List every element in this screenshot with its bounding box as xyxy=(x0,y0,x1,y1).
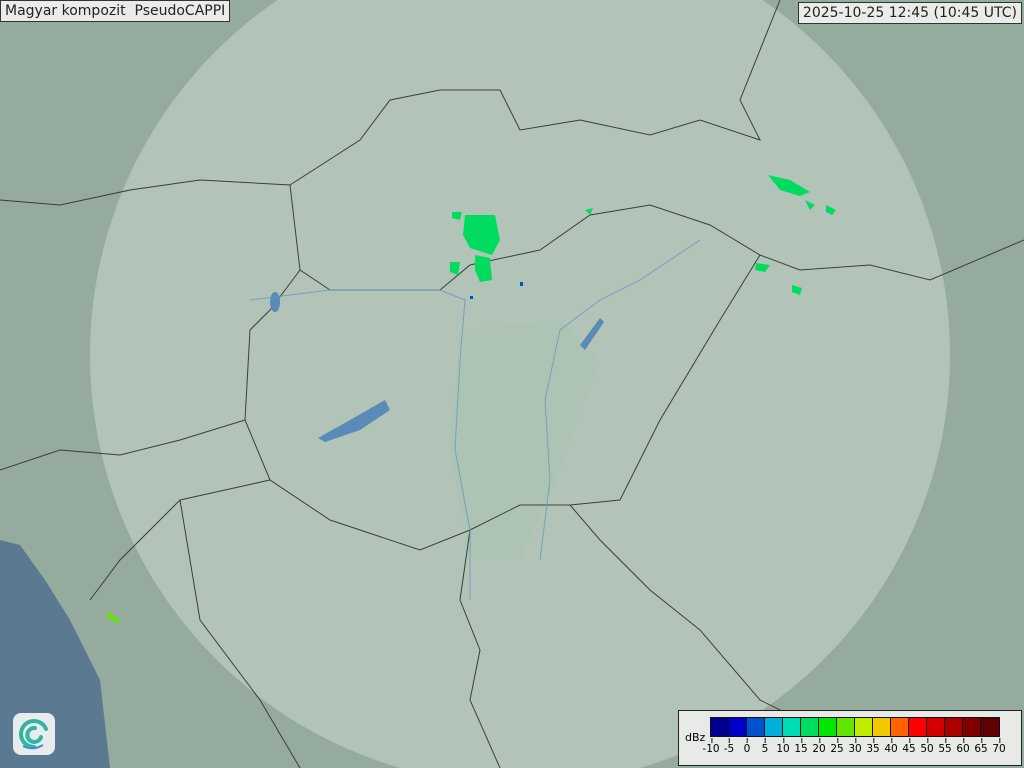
legend-swatch xyxy=(747,718,765,736)
legend-swatch xyxy=(909,718,927,736)
legend-tick-label: 15 xyxy=(794,738,808,755)
product-title: Magyar kompozit PseudoCAPPI xyxy=(0,0,231,22)
radar-echoes xyxy=(106,175,836,624)
rivers xyxy=(249,239,701,600)
legend-tick-label: 20 xyxy=(812,738,826,755)
legend-swatch xyxy=(711,718,729,736)
legend-swatch xyxy=(855,718,873,736)
legend-ticks: -10 -5 0 5 10 15 20 25 30 35 40 45 50 55 60 65 70 xyxy=(702,738,1016,758)
legend-swatch xyxy=(783,718,801,736)
legend-tick-label: -10 xyxy=(702,738,720,755)
legend-swatch xyxy=(981,718,999,736)
legend-tick-label: 35 xyxy=(866,738,880,755)
legend-tick-label: 40 xyxy=(884,738,898,755)
weak-echoes xyxy=(470,282,523,299)
legend-swatch xyxy=(891,718,909,736)
legend-swatch xyxy=(927,718,945,736)
legend-swatch xyxy=(801,718,819,736)
legend-swatch xyxy=(873,718,891,736)
timestamp: 2025-10-25 12:45 (10:45 UTC) xyxy=(797,2,1022,24)
lake-tisza xyxy=(580,318,604,350)
legend-unit: dBz xyxy=(685,731,706,744)
legend-tick-label: 70 xyxy=(992,738,1006,755)
legend-tick-label: -5 xyxy=(724,738,734,755)
legend-swatch xyxy=(765,718,783,736)
legend-swatch xyxy=(819,718,837,736)
great-plain xyxy=(450,320,600,560)
legend-tick-label: 10 xyxy=(776,738,790,755)
legend-tick-label: 45 xyxy=(902,738,916,755)
lake-balaton xyxy=(318,400,390,442)
legend-swatch xyxy=(963,718,981,736)
legend-swatch xyxy=(837,718,855,736)
legend-color-bar xyxy=(710,717,1000,737)
legend-tick-label: 60 xyxy=(956,738,970,755)
legend-tick-label: 0 xyxy=(744,738,750,755)
legend-tick-label: 65 xyxy=(974,738,988,755)
legend-tick-label: 55 xyxy=(938,738,952,755)
legend-tick-label: 50 xyxy=(920,738,934,755)
swirl-logo-icon xyxy=(19,719,48,750)
dbz-color-legend: dBz -10 -5 0 5 10 15 20 25 30 35 40 45 50 55 60 65 70 xyxy=(678,710,1022,766)
legend-tick-label: 5 xyxy=(762,738,768,755)
adriatic-sea xyxy=(0,540,110,768)
lake-neusiedl xyxy=(270,292,280,312)
legend-tick-label: 25 xyxy=(830,738,844,755)
met-service-logo[interactable] xyxy=(13,713,55,755)
legend-swatch xyxy=(945,718,963,736)
legend-tick-label: 30 xyxy=(848,738,862,755)
legend-swatch xyxy=(729,718,747,736)
